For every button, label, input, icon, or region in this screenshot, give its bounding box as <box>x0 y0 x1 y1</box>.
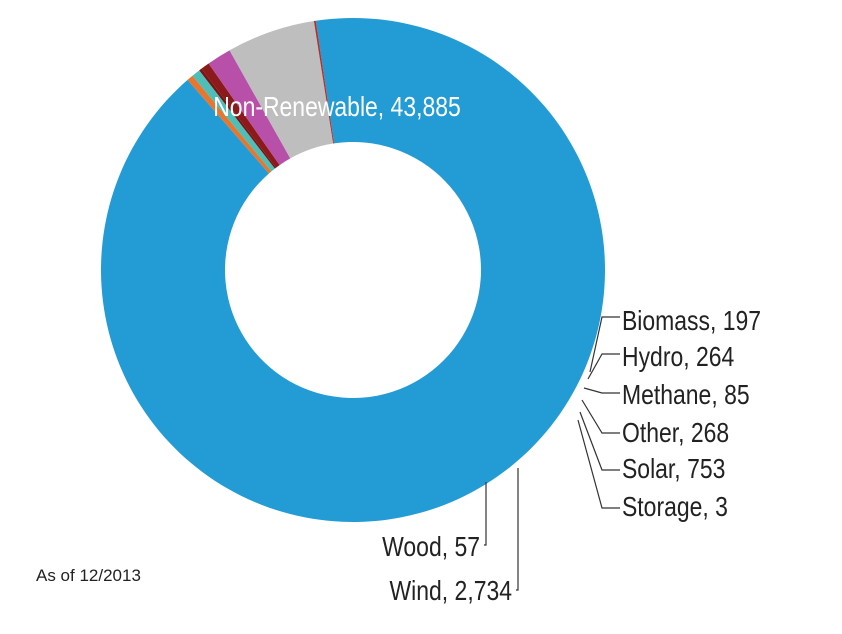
leader-line-wood <box>484 482 487 546</box>
label-methane: Methane, 85 <box>622 380 750 411</box>
slice-non-renewable <box>100 18 606 522</box>
leader-line-biomass <box>589 316 620 373</box>
slice-methane <box>199 68 277 169</box>
label-wind: Wind, 2,734 <box>390 576 512 607</box>
leader-line-wind <box>516 468 519 591</box>
leader-line-solar <box>579 411 620 471</box>
slice-wood <box>313 20 335 144</box>
label-non-renewable: Non-Renewable, 43,885 <box>213 92 461 123</box>
slice-storage <box>229 50 291 159</box>
label-other: Other, 268 <box>622 418 729 449</box>
slice-wind <box>229 21 334 159</box>
label-solar: Solar, 753 <box>622 454 725 485</box>
slice-biomass <box>187 75 272 174</box>
leader-line-other <box>581 399 620 434</box>
leader-line-storage <box>577 419 620 509</box>
slice-solar <box>208 50 291 166</box>
as-of-note: As of 12/2013 <box>36 566 141 585</box>
label-biomass: Biomass, 197 <box>622 306 761 337</box>
leader-line-methane <box>583 387 620 394</box>
slice-other <box>201 63 280 168</box>
slice-hydro <box>192 70 275 172</box>
label-storage: Storage, 3 <box>622 492 728 523</box>
label-wood: Wood, 57 <box>382 532 480 563</box>
label-hydro: Hydro, 264 <box>622 342 734 373</box>
leader-line-hydro <box>587 353 620 380</box>
